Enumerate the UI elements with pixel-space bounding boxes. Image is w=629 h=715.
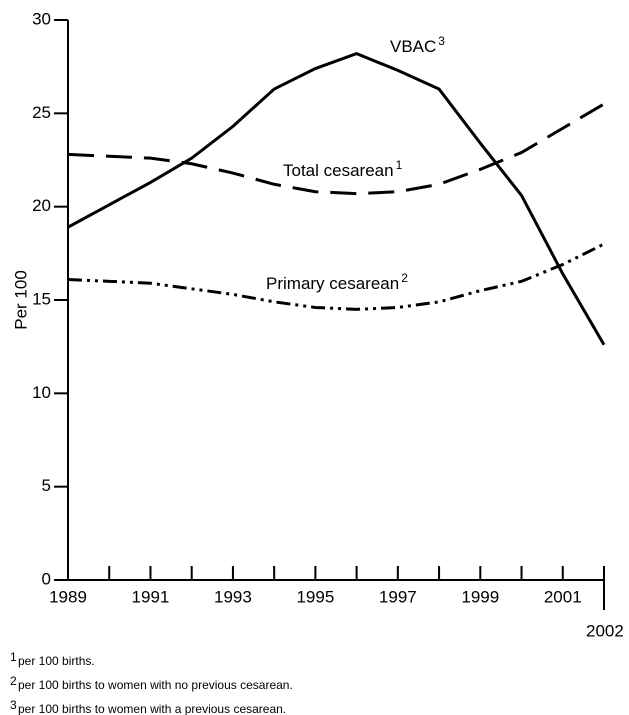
series-name: Total cesarean bbox=[283, 161, 394, 180]
x-tick-label: 1989 bbox=[49, 587, 87, 606]
x-tick-label: 1997 bbox=[379, 587, 417, 606]
series-name: VBAC bbox=[390, 37, 436, 56]
x-tick-label: 1995 bbox=[296, 587, 334, 606]
series-label: Total cesarean 1 bbox=[283, 158, 403, 180]
series-footnote-mark: 2 bbox=[401, 271, 408, 285]
series-line bbox=[67, 242, 605, 311]
series-line bbox=[67, 51, 606, 346]
series-name: Primary cesarean bbox=[266, 274, 399, 293]
y-tick-label: 20 bbox=[32, 196, 51, 215]
y-axis-label: Per 100 bbox=[11, 270, 30, 330]
y-tick-label: 10 bbox=[32, 383, 51, 402]
series-label: Primary cesarean 2 bbox=[266, 271, 408, 293]
y-tick-label: 30 bbox=[32, 9, 51, 28]
footnote-mark: 3 bbox=[10, 698, 17, 712]
footnote-text: per 100 births. bbox=[18, 654, 95, 668]
series-footnote-mark: 1 bbox=[396, 158, 403, 172]
series-label: VBAC 3 bbox=[390, 34, 445, 56]
footnote-text: per 100 births to women with a previous … bbox=[18, 702, 286, 715]
series-line bbox=[67, 102, 605, 196]
y-tick-label: 25 bbox=[32, 103, 51, 122]
y-tick-label: 0 bbox=[42, 569, 51, 588]
y-tick-label: 5 bbox=[42, 476, 51, 495]
x-tick-label: 1993 bbox=[214, 587, 252, 606]
footnote-text: per 100 births to women with no previous… bbox=[18, 678, 293, 692]
y-tick-label: 15 bbox=[32, 289, 51, 308]
footnote-mark: 2 bbox=[10, 674, 17, 688]
x-tick-label: 1999 bbox=[461, 587, 499, 606]
footnote-mark: 1 bbox=[10, 650, 17, 664]
x-tick-label: 1991 bbox=[132, 587, 170, 606]
x-tick-label: 2002 bbox=[586, 621, 624, 640]
series-footnote-mark: 3 bbox=[438, 34, 445, 48]
x-tick-label: 2001 bbox=[544, 587, 582, 606]
